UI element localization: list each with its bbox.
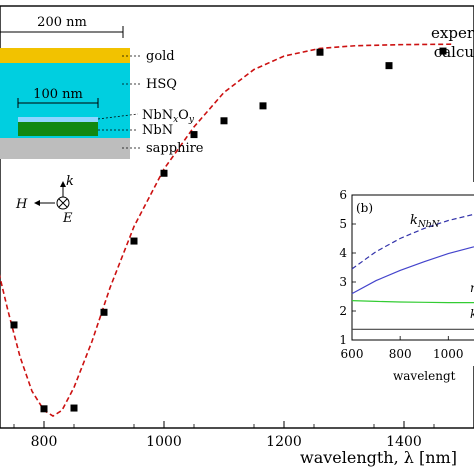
experimental-point <box>100 308 108 316</box>
inset-series-line-1 <box>351 246 474 295</box>
main-x-tick-label: 1400 <box>386 434 422 450</box>
sapphire-layer <box>0 138 130 159</box>
inset-series-line-0 <box>351 213 474 270</box>
main-x-axis-label: wavelength, λ [nm] <box>300 448 457 467</box>
inset-label-n: n <box>470 281 474 295</box>
width-label: 200 nm <box>37 15 87 30</box>
inset-lines <box>351 213 474 330</box>
inset-x-axis-label: wavelengt <box>393 369 456 383</box>
experimental-point <box>316 48 324 56</box>
e-vector-label: E <box>62 211 73 226</box>
inset-panel-label: (b) <box>356 201 373 215</box>
experimental-point <box>190 131 198 139</box>
nbn-label: NbN <box>142 123 173 138</box>
main-x-tick-label: 1200 <box>266 434 302 450</box>
inset-label-k: k <box>470 307 474 321</box>
inset-ticks: 1 2 3 4 5 6 600 800 1000 <box>339 188 463 361</box>
device-schematic: 200 nm 100 nm gold HSQ NbNxOy NbN sapphi… <box>0 15 204 226</box>
oxide-leader <box>97 113 139 120</box>
nbn-layer <box>18 122 98 136</box>
inset-background <box>322 182 474 366</box>
oxide-label: NbNxOy <box>142 108 195 125</box>
inset-y-tick-label: 2 <box>339 304 347 318</box>
inset-y-tick-label: 4 <box>339 246 347 260</box>
inset-frame <box>351 194 474 341</box>
experimental-point <box>10 321 18 329</box>
gold-label: gold <box>146 49 175 64</box>
legend-entry-calcu: calcu <box>434 43 474 61</box>
field-orientation-icon: k H E <box>15 174 74 226</box>
inset-series-line-2 <box>351 300 474 304</box>
main-x-ticks: 800 1000 1200 1400 <box>13 421 435 450</box>
experimental-point <box>220 117 228 125</box>
h-arrowhead <box>34 200 40 206</box>
inset-x-tick-label: 600 <box>341 347 364 361</box>
inset-x-tick-label: 800 <box>389 347 412 361</box>
calculated-curve <box>0 43 453 418</box>
oxide-layer <box>18 117 98 122</box>
experimental-point <box>259 102 267 110</box>
experimental-point <box>130 237 138 245</box>
h-vector-label: H <box>15 197 28 212</box>
experimental-point <box>70 404 78 412</box>
legend-entry-exper: exper <box>431 24 474 42</box>
inset-plot: 1 2 3 4 5 6 600 800 1000 (b) kNbN n k wavelengt <box>322 182 474 383</box>
main-plot: 800 1000 1200 1400 wavelength, λ [nm] exper… <box>0 5 474 467</box>
k-vector-label: k <box>66 174 74 189</box>
inset-y-tick-label: 3 <box>339 275 347 289</box>
gold-layer <box>0 48 130 63</box>
inset-y-tick-label: 1 <box>339 333 347 347</box>
calculated-curve-line <box>0 43 453 418</box>
main-plot-frame <box>0 5 474 429</box>
experimental-point <box>40 405 48 413</box>
experimental-point <box>385 62 393 70</box>
hsq-label: HSQ <box>146 77 177 92</box>
experimental-points <box>10 47 447 413</box>
experimental-point <box>439 47 447 55</box>
main-x-tick-label: 1000 <box>146 434 182 450</box>
inset-y-tick-label: 6 <box>339 188 347 202</box>
k-arrowhead <box>60 181 66 187</box>
experimental-point <box>160 169 168 177</box>
main-x-tick-label: 800 <box>31 434 58 450</box>
inset-y-tick-label: 5 <box>339 217 347 231</box>
inset-x-tick-label: 1000 <box>433 347 464 361</box>
sapphire-label: sapphire <box>146 141 204 156</box>
inset-label-k-nbn: kNbN <box>410 213 441 230</box>
e-cross-mark <box>58 198 68 208</box>
inner-width-label: 100 nm <box>33 87 83 102</box>
